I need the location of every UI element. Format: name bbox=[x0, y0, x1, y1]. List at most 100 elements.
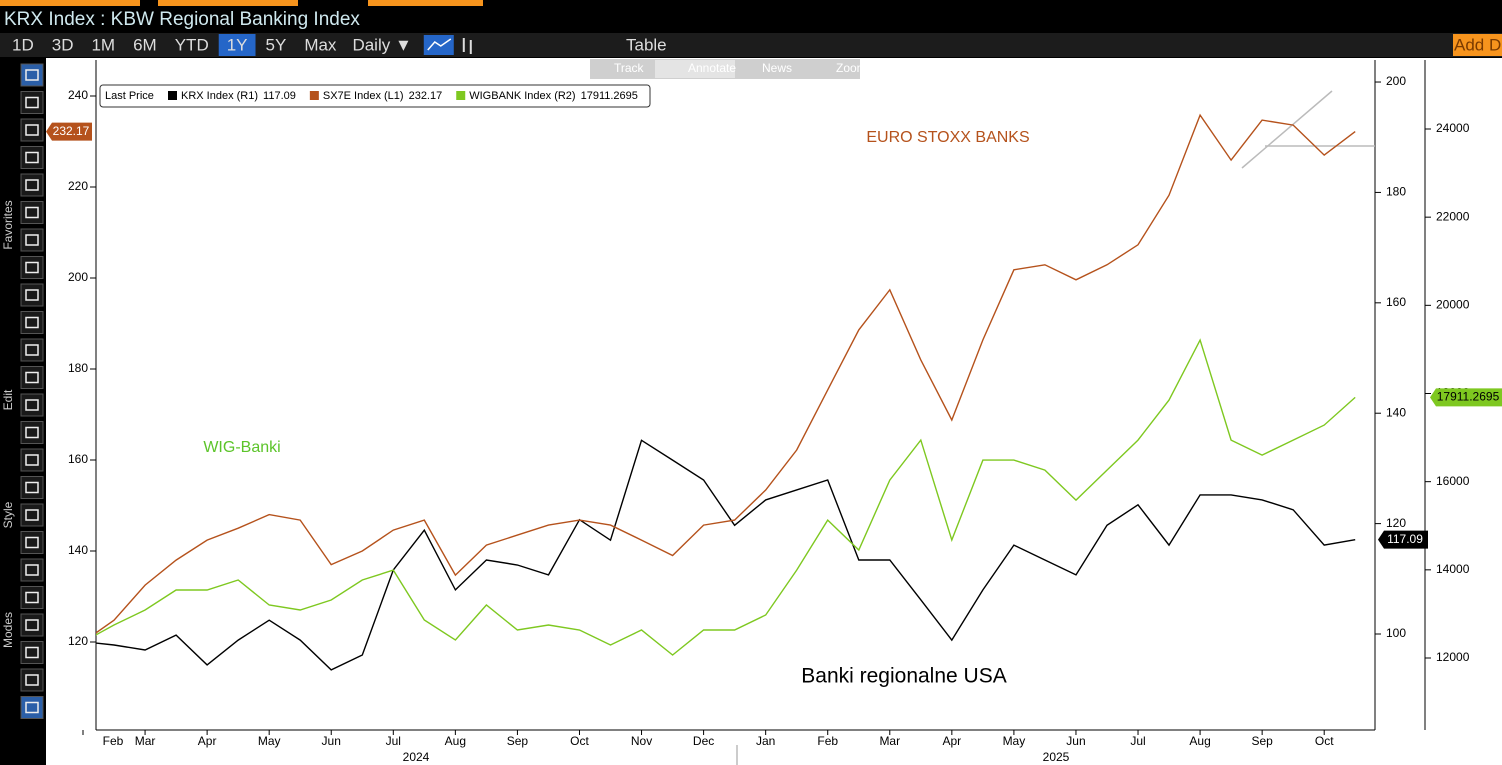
tool-icon[interactable] bbox=[20, 283, 44, 307]
x-tick-label: Oct bbox=[570, 734, 589, 748]
y-tick-label: 100 bbox=[1386, 626, 1406, 640]
tool-icon[interactable] bbox=[20, 641, 44, 664]
range-button[interactable]: 1D bbox=[12, 35, 34, 54]
range-button[interactable]: YTD bbox=[175, 35, 209, 54]
legend-title: Last Price bbox=[105, 90, 154, 102]
tool-glyph bbox=[25, 206, 39, 219]
add-label[interactable]: Add D bbox=[1454, 35, 1501, 54]
tool-icon[interactable] bbox=[20, 173, 44, 197]
year-label: 2024 bbox=[403, 750, 430, 764]
tool-icon[interactable] bbox=[20, 91, 44, 114]
tool-icon[interactable] bbox=[20, 696, 44, 719]
tool-button[interactable]: Annotate bbox=[688, 61, 736, 75]
tool-icon[interactable] bbox=[20, 531, 44, 554]
value-flag-label: 232.17 bbox=[53, 124, 90, 138]
range-button[interactable]: 1Y bbox=[227, 35, 248, 54]
x-tick-label: Jul bbox=[386, 734, 401, 748]
tool-icon[interactable] bbox=[20, 146, 44, 169]
tool-glyph bbox=[25, 69, 39, 81]
y-tick-label: 180 bbox=[1386, 185, 1406, 199]
tool-glyph bbox=[25, 454, 39, 466]
date-field[interactable] bbox=[0, 0, 140, 6]
x-tick-label: Apr bbox=[198, 734, 217, 748]
date-field[interactable] bbox=[368, 0, 483, 6]
y-tick-label: 120 bbox=[68, 634, 88, 648]
frequency-button[interactable]: Daily ▼ bbox=[352, 35, 411, 54]
y-tick-label: 220 bbox=[68, 179, 88, 193]
y-tick-label: 200 bbox=[68, 270, 88, 284]
tool-icon[interactable] bbox=[20, 311, 44, 334]
chart-area bbox=[46, 58, 1502, 765]
x-tick-label: Feb bbox=[817, 734, 838, 748]
tool-icon[interactable] bbox=[20, 118, 44, 142]
y-tick-label: 240 bbox=[68, 88, 88, 102]
tool-icon[interactable] bbox=[20, 256, 44, 279]
range-selected[interactable] bbox=[218, 34, 256, 56]
x-tick-label: Jan bbox=[756, 734, 775, 748]
y-tick-label: 200 bbox=[1386, 74, 1406, 88]
range-button[interactable]: Max bbox=[304, 35, 337, 54]
tool-glyph bbox=[25, 261, 39, 274]
x-tick-label: Jun bbox=[322, 734, 341, 748]
tool-glyph bbox=[25, 674, 39, 686]
range-button[interactable]: 5Y bbox=[266, 35, 287, 54]
sidebar-label: Edit bbox=[1, 389, 15, 410]
y-tick-label: 160 bbox=[1386, 295, 1406, 309]
x-tick-label: Jul bbox=[1130, 734, 1145, 748]
tool-icon[interactable] bbox=[20, 448, 44, 472]
y-tick-label: 12000 bbox=[1436, 650, 1470, 664]
x-tick-label: Sep bbox=[1251, 734, 1273, 748]
date-field[interactable] bbox=[158, 0, 298, 6]
tool-glyph bbox=[25, 564, 39, 576]
series-line bbox=[96, 338, 1356, 656]
tool-icon[interactable] bbox=[20, 586, 44, 609]
tool-icon[interactable] bbox=[20, 613, 44, 637]
value-flag-label: 117.09 bbox=[1387, 532, 1423, 546]
tool-button[interactable]: News bbox=[762, 61, 792, 75]
range-button[interactable]: 1M bbox=[91, 35, 115, 54]
tool-button[interactable]: Track bbox=[614, 61, 645, 75]
legend-swatch bbox=[456, 91, 466, 100]
bar-icon bbox=[462, 38, 472, 54]
tool-glyph bbox=[25, 509, 39, 521]
table-button[interactable]: Table bbox=[626, 35, 667, 54]
add-button[interactable] bbox=[1453, 34, 1502, 56]
plot bbox=[96, 113, 1356, 671]
tool-icon[interactable] bbox=[20, 476, 44, 499]
tool-glyph bbox=[25, 426, 39, 439]
annotate-active[interactable] bbox=[655, 60, 735, 78]
x-tick-label: Feb bbox=[103, 734, 124, 748]
tool-glyph bbox=[25, 481, 39, 494]
x-tick-label: Mar bbox=[135, 734, 156, 748]
tool-glyph bbox=[25, 646, 39, 659]
y-tick-label: 24000 bbox=[1436, 121, 1470, 135]
x-tick-label: Aug bbox=[1189, 734, 1210, 748]
legend-swatch bbox=[309, 91, 319, 100]
tool-glyph bbox=[25, 536, 39, 549]
value-flag bbox=[1430, 388, 1502, 407]
line-icon bbox=[427, 38, 452, 51]
tool-icon[interactable] bbox=[20, 338, 44, 362]
series-line bbox=[96, 113, 1356, 634]
range-button[interactable]: 3D bbox=[52, 35, 74, 54]
tool-glyph bbox=[25, 316, 39, 329]
tool-icon[interactable] bbox=[20, 421, 44, 444]
tool-icon[interactable] bbox=[20, 201, 44, 224]
y-tick-label: 140 bbox=[68, 543, 88, 557]
range-button[interactable]: 6M bbox=[133, 35, 157, 54]
x-tick-label: Dec bbox=[693, 734, 714, 748]
tool-icon[interactable] bbox=[20, 228, 44, 252]
x-tick-label: Apr bbox=[942, 734, 961, 748]
tool-icon[interactable] bbox=[20, 393, 44, 417]
tool-button[interactable]: Zoom bbox=[836, 61, 867, 75]
tool-icon[interactable] bbox=[20, 63, 44, 87]
tool-icon[interactable] bbox=[20, 366, 44, 389]
x-tick-label: Oct bbox=[1315, 734, 1334, 748]
legend-swatch bbox=[168, 91, 177, 100]
tool-icon[interactable] bbox=[20, 503, 44, 527]
tool-glyph bbox=[25, 234, 39, 246]
x-tick-label: Aug bbox=[445, 734, 466, 748]
sidebar-label: Style bbox=[1, 501, 15, 528]
tool-icon[interactable] bbox=[20, 668, 44, 692]
tool-icon[interactable] bbox=[20, 558, 44, 582]
